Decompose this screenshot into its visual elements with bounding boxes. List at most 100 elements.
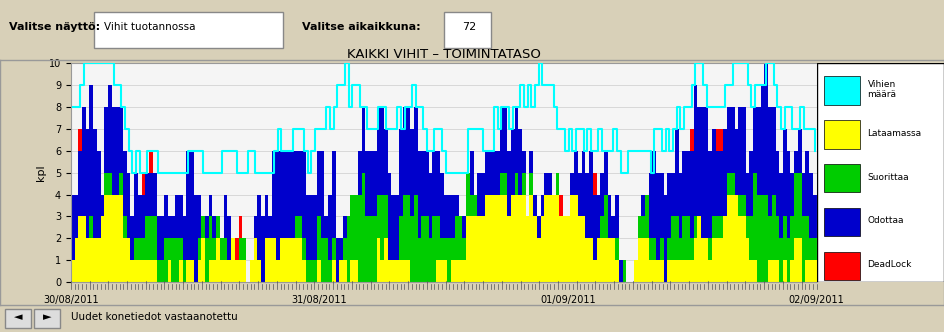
Bar [302,151,306,238]
Bar [742,195,746,216]
Bar [197,238,201,260]
Bar [287,238,291,282]
Bar [537,238,541,282]
Bar [354,260,358,282]
Bar [731,195,734,282]
Bar [507,216,511,282]
Bar [667,260,671,282]
Bar [503,107,507,173]
Bar [765,63,768,195]
Bar [75,195,78,238]
Bar [93,129,97,238]
Bar [481,216,484,282]
Bar [545,195,548,282]
Bar [310,260,313,282]
Bar [403,107,406,195]
Bar [824,208,860,236]
Bar [373,216,377,282]
Bar [176,195,179,238]
Bar [753,260,757,282]
Bar [201,238,205,282]
Bar [108,85,111,173]
Bar [276,151,279,260]
Bar [153,216,157,260]
Bar [101,195,105,216]
Bar [388,260,392,282]
Bar [75,238,78,282]
Bar [813,238,817,260]
Bar [604,151,608,195]
Bar [484,195,488,282]
Bar [559,195,563,216]
Bar [694,216,698,238]
Bar [168,238,172,260]
Bar [329,260,332,282]
Bar [377,238,380,282]
Text: Suorittaa: Suorittaa [868,173,909,182]
Bar [380,107,384,195]
Bar [742,107,746,195]
Bar [570,173,574,195]
Bar [335,238,339,282]
Bar [179,195,183,238]
Bar [671,216,675,260]
Bar [470,195,474,216]
Bar [716,129,719,151]
Bar [660,173,664,238]
Bar [380,260,384,282]
Bar [503,173,507,195]
Bar [790,216,794,260]
Bar [690,260,694,282]
Bar [82,216,86,282]
Bar [194,195,197,282]
Bar [254,216,257,238]
Bar [111,107,115,195]
Bar [593,173,597,195]
Bar [704,107,708,238]
Bar [768,216,772,260]
Bar [272,151,276,238]
Bar [511,129,514,195]
Bar [612,216,615,238]
Bar [71,260,75,282]
Bar [209,260,212,282]
Bar [552,195,555,282]
Bar [149,216,153,260]
Bar [384,129,388,195]
Bar [776,260,780,282]
Bar [332,260,335,282]
Bar [683,216,686,260]
Bar [417,238,421,282]
Bar [257,195,261,260]
Bar [310,195,313,260]
Bar [216,216,220,238]
Bar [604,195,608,238]
Bar [447,195,451,238]
Bar [522,151,526,173]
Bar [142,173,145,195]
Bar [805,216,809,260]
Bar [612,238,615,282]
Bar [686,151,690,216]
Bar [325,238,329,282]
Bar [216,238,220,282]
Bar [463,216,466,238]
Bar [451,260,455,282]
Bar [228,260,231,282]
Bar [683,151,686,216]
Bar [369,216,373,282]
Bar [142,260,145,282]
Bar [392,195,396,260]
Bar [243,238,246,260]
Bar [727,195,731,282]
Bar [559,216,563,282]
Bar [727,173,731,195]
Bar [321,151,325,238]
Bar [530,173,533,195]
Bar [824,76,860,105]
Bar [239,238,243,260]
Bar [701,238,704,282]
Bar [224,195,228,238]
Bar [403,260,406,282]
Bar [679,173,683,238]
